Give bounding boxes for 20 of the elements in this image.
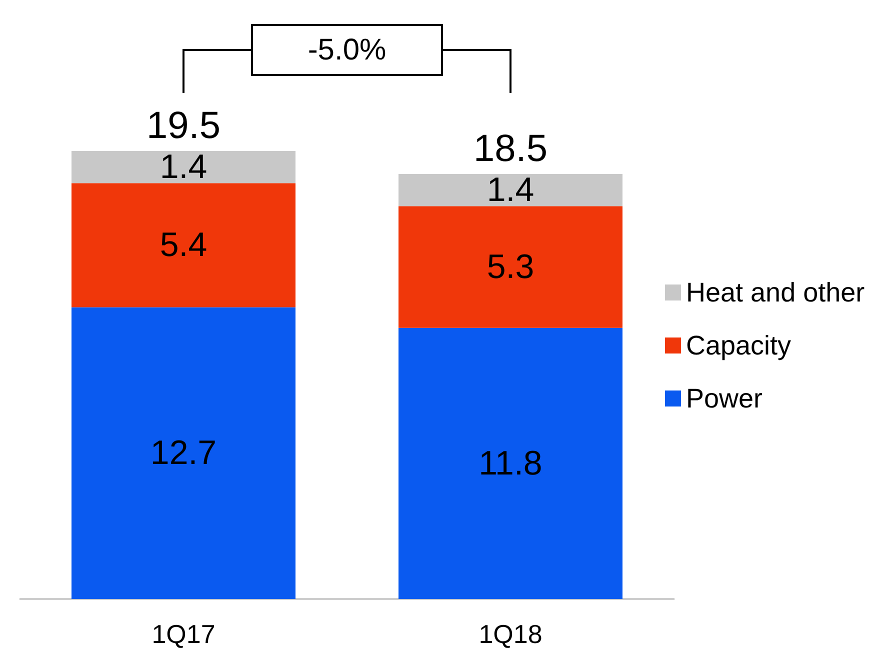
bar xyxy=(72,151,296,184)
data-label: 5.3 xyxy=(486,248,534,286)
data-label: 5.4 xyxy=(160,226,208,264)
x-tick-label: 1Q17 xyxy=(152,619,216,649)
bar xyxy=(72,183,296,308)
bar xyxy=(398,328,622,599)
text: -5.0% xyxy=(308,34,386,66)
legend-label: Heat and other xyxy=(686,278,865,308)
bar xyxy=(398,174,622,206)
x-tick-label: 1Q18 xyxy=(478,619,542,649)
total-label: 18.5 xyxy=(474,128,548,170)
bar xyxy=(72,307,296,599)
bar xyxy=(398,206,622,328)
data-label: 11.8 xyxy=(478,444,542,482)
data-label: 1.4 xyxy=(486,171,534,210)
total-label: 19.5 xyxy=(146,105,220,147)
legend-label: Capacity xyxy=(686,330,792,360)
data-label: 1.4 xyxy=(160,148,208,186)
legend-label: Power xyxy=(686,384,763,414)
data-label: 12.7 xyxy=(150,434,217,472)
